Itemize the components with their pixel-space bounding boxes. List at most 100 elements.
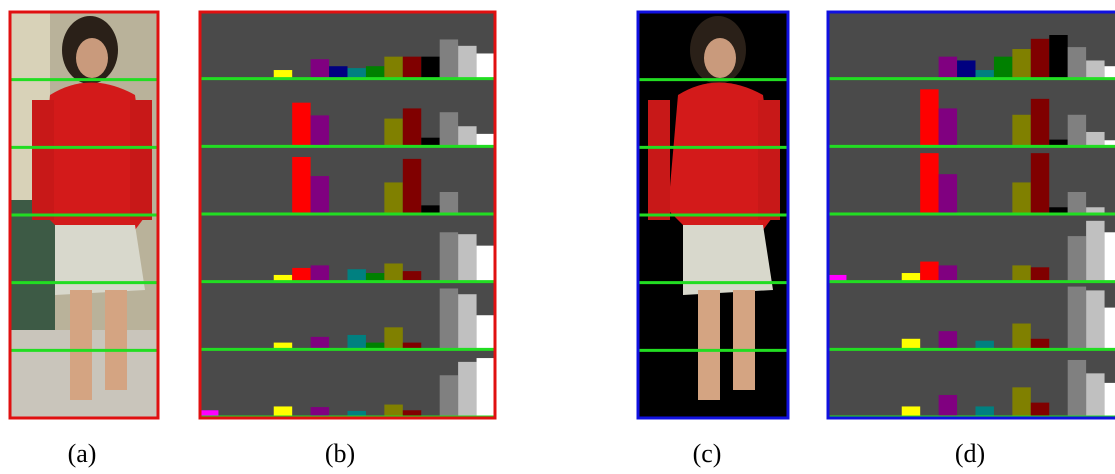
bar	[975, 340, 994, 349]
bar	[310, 407, 330, 416]
bar	[439, 375, 459, 416]
bar	[347, 68, 366, 78]
bar	[920, 89, 939, 146]
bar	[938, 331, 958, 349]
bar	[1104, 66, 1115, 78]
bar	[347, 410, 366, 416]
bar	[458, 294, 477, 349]
panel-border	[826, 10, 1115, 420]
bar	[1030, 153, 1050, 213]
bar	[828, 274, 847, 281]
bar	[1104, 140, 1115, 146]
bar	[458, 45, 477, 78]
bar	[439, 232, 459, 281]
bar	[1104, 307, 1115, 349]
bar	[920, 261, 939, 281]
bar	[901, 406, 921, 416]
bar	[957, 60, 976, 78]
bar	[1086, 131, 1105, 146]
bar	[200, 410, 219, 416]
bar	[1067, 286, 1087, 349]
bar	[1067, 114, 1087, 146]
bar	[310, 176, 330, 213]
bar	[365, 66, 385, 78]
bar	[975, 406, 994, 416]
bar	[476, 358, 495, 416]
border-a	[8, 10, 160, 420]
bar	[439, 288, 459, 349]
bar	[920, 153, 939, 213]
bar	[421, 205, 440, 213]
bar	[1067, 191, 1087, 213]
bar	[476, 53, 495, 78]
bar	[402, 56, 422, 78]
bar	[993, 56, 1013, 78]
bar	[384, 404, 403, 416]
bar	[1012, 387, 1031, 416]
bar	[938, 265, 958, 281]
bar	[938, 56, 958, 78]
bar	[1030, 38, 1050, 78]
bar	[1012, 182, 1031, 213]
bar	[1104, 382, 1115, 416]
bar	[1030, 267, 1050, 281]
bar	[402, 342, 422, 349]
panel-border	[198, 10, 497, 420]
bar	[273, 70, 293, 78]
bar	[1049, 207, 1068, 213]
bar	[384, 327, 403, 349]
bar	[273, 406, 293, 416]
bar	[1012, 323, 1031, 349]
caption: (c)	[693, 439, 722, 468]
bar	[421, 137, 440, 146]
bar	[273, 274, 293, 281]
bar	[1049, 139, 1068, 146]
bar	[1086, 60, 1105, 78]
bar	[310, 336, 330, 349]
bar	[458, 361, 477, 416]
bar	[1030, 402, 1050, 416]
bar	[1049, 35, 1068, 78]
bar	[402, 108, 422, 146]
bar	[901, 338, 921, 349]
bar	[402, 410, 422, 416]
bar	[1067, 47, 1087, 78]
bar	[1086, 373, 1105, 416]
caption: (b)	[325, 439, 355, 468]
bar	[292, 156, 311, 213]
bar	[1012, 265, 1031, 281]
bar	[310, 115, 330, 146]
bar	[365, 273, 385, 281]
bar	[402, 271, 422, 281]
caption: (a)	[68, 439, 97, 468]
bar	[384, 182, 403, 213]
bar	[1012, 114, 1031, 146]
bar	[476, 133, 495, 146]
bar	[329, 66, 348, 78]
bar	[292, 102, 311, 146]
caption: (d)	[955, 439, 985, 468]
bar	[384, 56, 403, 78]
bar	[1086, 220, 1105, 281]
bar	[1086, 207, 1105, 213]
bar	[439, 191, 459, 213]
bar	[347, 269, 366, 281]
bar	[1012, 49, 1031, 78]
bar	[310, 59, 330, 78]
bar	[439, 39, 459, 78]
bar	[402, 158, 422, 213]
bar	[347, 334, 366, 349]
bar	[310, 265, 330, 281]
bar	[384, 263, 403, 281]
bar	[938, 174, 958, 213]
bar	[458, 234, 477, 281]
bar	[439, 112, 459, 146]
bar	[938, 108, 958, 146]
bar	[1067, 359, 1087, 416]
bar	[901, 273, 921, 281]
bar	[458, 126, 477, 146]
stripe-lines	[10, 78, 788, 352]
bar	[1030, 338, 1050, 349]
bar	[476, 315, 495, 349]
